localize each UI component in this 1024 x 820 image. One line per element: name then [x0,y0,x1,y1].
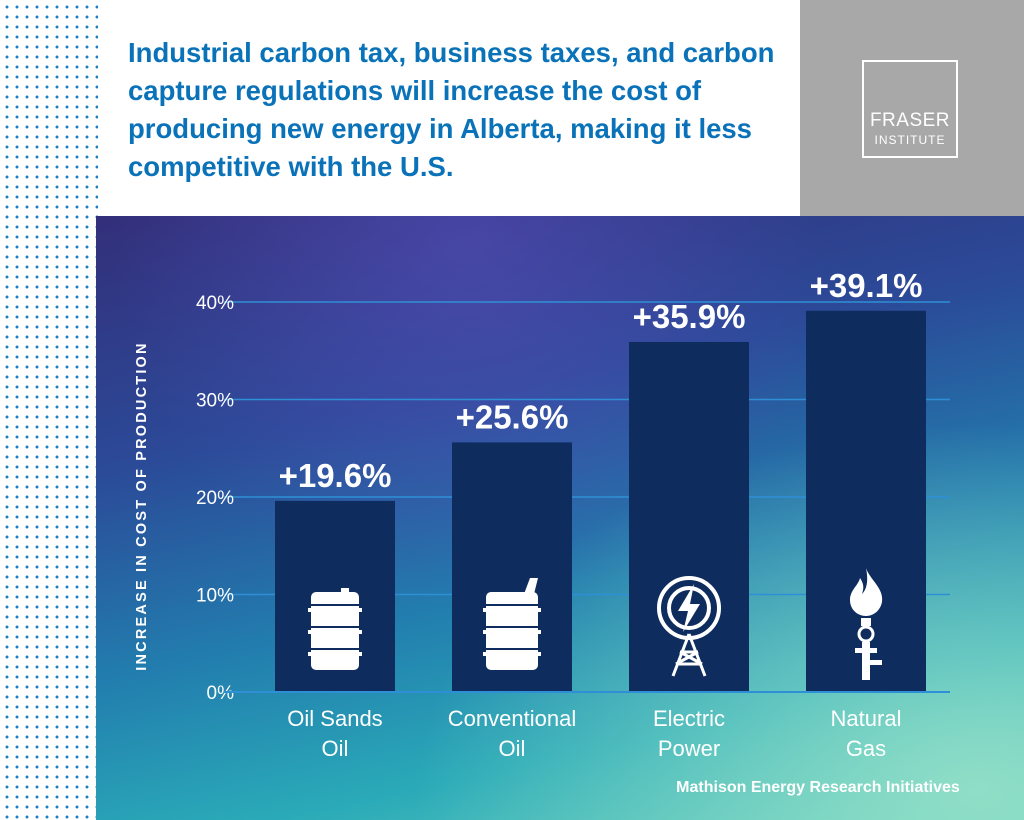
gas-flame-icon [850,568,883,680]
data-label: +25.6% [456,398,569,435]
brand-box: FRASER INSTITUTE [800,0,1024,216]
bar [629,341,749,692]
dot-pattern [0,0,98,820]
fraser-institute-logo: FRASER INSTITUTE [862,60,958,158]
x-category-label: Conventional [448,706,576,731]
x-category-label: Oil [499,736,526,761]
x-category-label: Power [658,736,720,761]
y-tick-label: 40% [196,293,234,314]
logo-line-1: FRASER [869,110,951,131]
y-tick-label: 10% [196,586,234,607]
x-category-label: Oil [322,736,349,761]
x-category-label: Oil Sands [287,706,382,731]
chart-panel: 0% 10% 20% 30% 40% INCREASE IN COST OF PRODUC… [96,216,1024,820]
bar-chart: 0% 10% 20% 30% 40% INCREASE IN COST OF PRODUC… [134,267,950,761]
oil-barrel-icon [308,588,362,670]
data-label: +39.1% [810,267,923,304]
y-axis-label: INCREASE IN COST OF PRODUCTION [134,341,150,670]
headline: Industrial carbon tax, business taxes, a… [128,37,775,182]
y-tick-label: 0% [207,683,235,704]
source-credit: Mathison Energy Research Initiatives [676,779,960,796]
y-tick-label: 30% [196,391,234,412]
data-label: +19.6% [279,457,392,494]
fuel-can-icon [483,578,541,670]
electric-tower-icon [657,576,721,677]
y-tick-label: 20% [196,488,234,509]
logo-line-2: INSTITUTE [874,133,946,147]
x-category-label: Electric [653,706,725,731]
x-category-label: Natural [831,706,902,731]
x-category-label: Gas [846,736,886,761]
bar [806,310,926,692]
data-label: +35.9% [633,298,746,335]
